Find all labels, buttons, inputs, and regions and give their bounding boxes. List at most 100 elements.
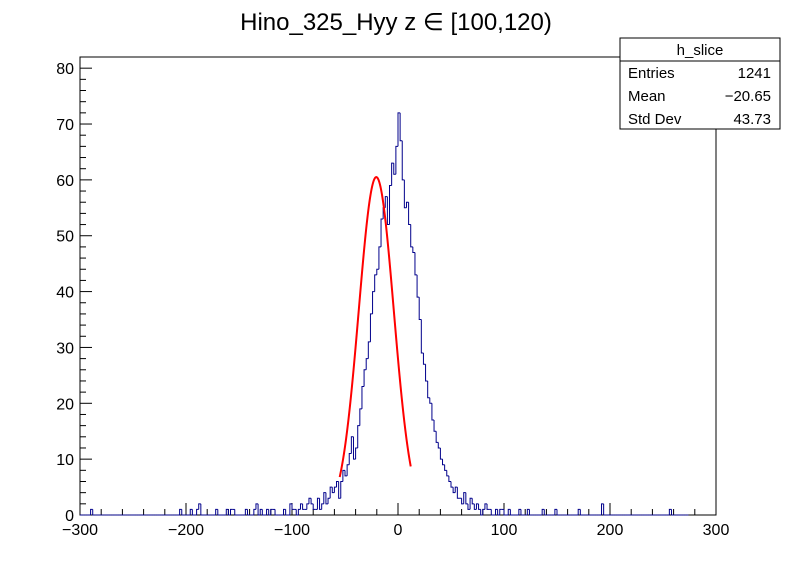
histogram-bin [365, 358, 369, 370]
histogram-bin [380, 218, 384, 247]
histogram-bin [319, 498, 322, 510]
histogram-bin [200, 503, 203, 516]
histogram-bin [668, 508, 672, 515]
histogram-bin [336, 480, 339, 488]
x-tick-label: −100 [274, 522, 310, 539]
histogram-bin [386, 196, 390, 226]
y-tick-label: 20 [56, 396, 74, 413]
histogram-bin [257, 503, 261, 516]
histogram-bin [181, 509, 184, 516]
histogram-bin [444, 464, 447, 471]
x-tick-label: 300 [703, 522, 730, 539]
histogram-bin [321, 503, 324, 510]
histogram-bin [198, 503, 201, 510]
histogram-bin [579, 509, 583, 516]
histogram-bin [439, 447, 443, 460]
y-tick-label: 60 [56, 173, 74, 190]
histogram-bin [495, 508, 498, 515]
histogram-bin [333, 486, 337, 493]
histogram-bin [446, 470, 449, 477]
histogram-bin [331, 487, 335, 494]
histogram-bin [437, 442, 441, 449]
histogram-bin [541, 508, 545, 515]
histogram-bin [429, 397, 432, 404]
stats-mean-value: −20.65 [725, 88, 771, 105]
histogram-bin [285, 509, 288, 516]
y-tick-label: 40 [56, 285, 74, 302]
x-tick-label: 100 [491, 522, 518, 539]
stats-box-frame [619, 37, 781, 130]
x-axis: −300 −200 −100 0 100 200 300 [62, 503, 729, 539]
histogram-bin [297, 508, 301, 515]
histogram-bin [350, 436, 354, 454]
histogram-bin [234, 509, 237, 516]
histogram-bin [414, 252, 418, 276]
histogram-bin [302, 503, 305, 510]
histogram-bin [92, 509, 95, 516]
x-tick-label: 200 [597, 522, 624, 539]
histogram-bin [520, 509, 524, 516]
histogram-bin [405, 201, 409, 208]
chart-title: Hino_325_Hyy z ∈ [100,120) [240, 9, 552, 36]
histogram-bin [401, 140, 405, 181]
histogram-bin [372, 291, 375, 314]
histogram-bin [340, 480, 343, 499]
histogram-bin [556, 509, 560, 516]
histogram-bin [454, 486, 458, 493]
stats-box: h_slice Entries 1241 Mean −20.65 Std Dev… [619, 37, 781, 130]
histogram-bin [435, 431, 439, 443]
histogram-bin [422, 353, 426, 365]
x-tick-label: −200 [168, 522, 204, 539]
histogram-bin [461, 498, 464, 505]
histogram-bin [518, 508, 521, 515]
histogram-bin [469, 497, 473, 510]
histogram-bin [403, 179, 407, 209]
histogram-bin [471, 498, 475, 505]
histogram-bin [291, 503, 295, 510]
histogram-bin [554, 508, 557, 515]
histogram-bin [399, 112, 403, 142]
histogram-bin [393, 163, 396, 175]
histogram-bin [289, 503, 292, 515]
histogram-bin [509, 509, 513, 516]
histogram-bin [418, 297, 422, 321]
histogram-bin [397, 112, 401, 147]
histogram-bin [312, 503, 316, 510]
histogram-bin [359, 408, 362, 426]
histogram-bin [325, 492, 329, 505]
histogram-bin [227, 509, 231, 516]
histogram-bin [346, 464, 350, 476]
histogram-bin [189, 508, 193, 515]
histogram-bin [225, 508, 229, 515]
y-tick-label: 30 [56, 340, 74, 357]
histogram-bin [316, 497, 320, 510]
histogram-bin [448, 475, 451, 482]
histogram-bin [425, 364, 428, 382]
histogram-bin [306, 503, 309, 510]
histogram-bin [376, 268, 379, 275]
histogram-bin [670, 509, 674, 516]
histogram-bin [363, 369, 367, 387]
histogram-bin [408, 202, 411, 226]
histogram-bin [361, 386, 365, 409]
stats-mean-label: Mean [628, 88, 666, 105]
histogram-bin [503, 509, 507, 516]
histogram-bin [431, 403, 435, 421]
histogram-bin [486, 503, 490, 510]
histogram-bin [427, 380, 430, 399]
histogram-bin [467, 503, 471, 510]
histogram-bin [473, 503, 477, 510]
histogram-bin [507, 508, 511, 515]
y-axis: 0 10 20 30 40 50 60 70 80 [56, 56, 92, 525]
histogram-bin [480, 509, 483, 516]
y-tick-label: 80 [56, 61, 74, 78]
histogram-bin [352, 436, 356, 460]
histogram-bin [274, 509, 278, 516]
x-tick-label: −300 [62, 522, 98, 539]
histogram-bin [255, 503, 259, 510]
histogram-bin [261, 509, 265, 516]
histogram-bin [482, 508, 485, 515]
histogram-bin [526, 508, 530, 515]
histogram-bin [395, 145, 398, 175]
histogram-bin [478, 503, 481, 510]
